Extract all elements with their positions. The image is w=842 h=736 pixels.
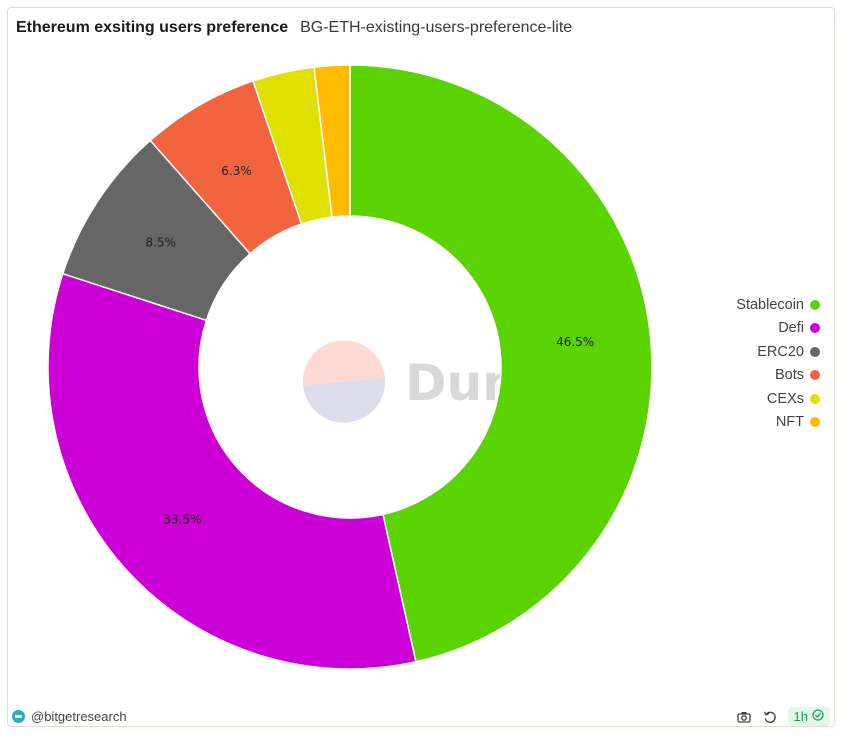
refresh-icon[interactable] bbox=[762, 709, 778, 725]
legend-label: Defi bbox=[778, 320, 804, 337]
camera-icon[interactable] bbox=[736, 709, 752, 725]
data-label-stablecoin: 46.5% bbox=[556, 335, 594, 349]
legend-swatch bbox=[810, 370, 820, 381]
legend-label: Stablecoin bbox=[736, 296, 804, 313]
legend-label: ERC20 bbox=[757, 343, 804, 360]
legend-label: NFT bbox=[775, 414, 804, 431]
author-handle[interactable]: @bitgetresearch bbox=[31, 709, 127, 724]
chart-legend: Stablecoin Defi ERC20 Bots CEXs NFT bbox=[736, 293, 820, 434]
chart-header: Ethereum exsiting users preference BG-ET… bbox=[16, 19, 572, 37]
watermark-logo-top bbox=[302, 340, 385, 385]
legend-label: CEXs bbox=[766, 390, 804, 407]
refresh-interval: 1h bbox=[793, 709, 808, 724]
legend-swatch bbox=[810, 393, 820, 404]
slice-stablecoin[interactable] bbox=[349, 64, 653, 663]
footer-actions: 1h bbox=[736, 707, 830, 726]
chart-slices bbox=[47, 64, 653, 670]
legend-item-stablecoin[interactable]: Stablecoin bbox=[736, 293, 820, 317]
slice-defi[interactable] bbox=[47, 272, 417, 670]
query-name[interactable]: BG-ETH-existing-users-preference-lite bbox=[300, 19, 573, 36]
data-label-bots: 6.3% bbox=[221, 164, 252, 178]
legend-item-cexs[interactable]: CEXs bbox=[736, 387, 820, 411]
legend-swatch bbox=[810, 299, 820, 310]
legend-item-bots[interactable]: Bots bbox=[736, 364, 820, 388]
data-label-defi: 33.5% bbox=[163, 512, 201, 526]
legend-label: Bots bbox=[774, 367, 804, 384]
footer-author[interactable]: @bitgetresearch bbox=[12, 709, 127, 724]
legend-swatch bbox=[810, 417, 820, 428]
legend-swatch bbox=[810, 346, 820, 357]
legend-item-nft[interactable]: NFT bbox=[736, 411, 820, 435]
data-label-erc20: 8.5% bbox=[145, 236, 176, 250]
legend-swatch bbox=[810, 323, 820, 334]
dune-logo-icon bbox=[12, 710, 25, 723]
legend-item-defi[interactable]: Defi bbox=[736, 317, 820, 341]
slice-nft[interactable] bbox=[313, 64, 351, 218]
check-circle-icon bbox=[812, 709, 824, 724]
refresh-badge[interactable]: 1h bbox=[787, 707, 830, 726]
legend-item-erc20[interactable]: ERC20 bbox=[736, 340, 820, 364]
chart-title: Ethereum exsiting users preference bbox=[16, 19, 289, 36]
chart-data-labels: 46.5% 33.5% 8.5% 6.3% bbox=[145, 164, 594, 526]
watermark-logo-bottom bbox=[303, 378, 386, 423]
